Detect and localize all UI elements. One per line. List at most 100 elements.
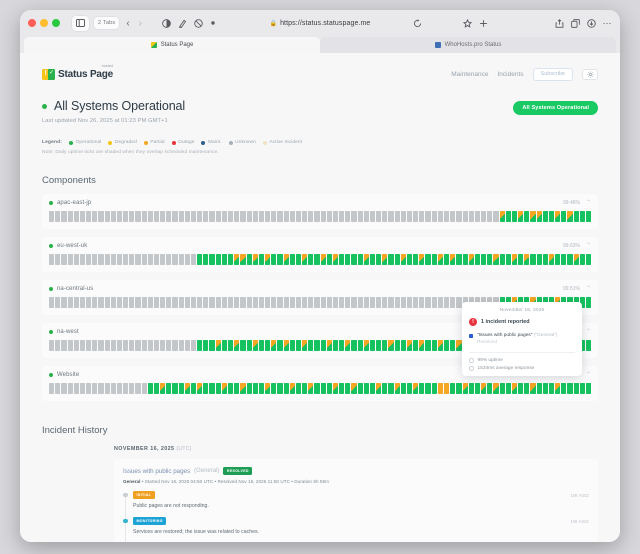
- uptime-tick[interactable]: [345, 297, 351, 308]
- uptime-tick[interactable]: [431, 383, 437, 394]
- uptime-tick[interactable]: [234, 340, 240, 351]
- uptime-tick[interactable]: [314, 383, 320, 394]
- uptime-tick[interactable]: [573, 211, 579, 222]
- uptime-tick[interactable]: [456, 383, 462, 394]
- uptime-tick[interactable]: [289, 211, 295, 222]
- uptime-tick[interactable]: [203, 254, 209, 265]
- uptime-tick[interactable]: [61, 340, 67, 351]
- uptime-tick[interactable]: [271, 254, 277, 265]
- uptime-tick[interactable]: [135, 211, 141, 222]
- uptime-tick[interactable]: [79, 211, 86, 222]
- uptime-tick[interactable]: [79, 254, 86, 265]
- uptime-tick[interactable]: [357, 297, 363, 308]
- uptime-tick[interactable]: [425, 340, 431, 351]
- uptime-tick[interactable]: [302, 211, 308, 222]
- uptime-tick[interactable]: [487, 211, 493, 222]
- uptime-tick[interactable]: [376, 254, 382, 265]
- uptime-tick[interactable]: [400, 297, 406, 308]
- uptime-tick[interactable]: [123, 254, 129, 265]
- uptime-tick[interactable]: [431, 297, 437, 308]
- uptime-tick[interactable]: [116, 211, 123, 222]
- uptime-tick[interactable]: [561, 254, 567, 265]
- uptime-tick[interactable]: [234, 297, 240, 308]
- uptime-tick[interactable]: [178, 340, 184, 351]
- uptime-tick[interactable]: [406, 297, 413, 308]
- uptime-tick[interactable]: [258, 383, 265, 394]
- uptime-tick[interactable]: [413, 211, 419, 222]
- uptime-tick[interactable]: [431, 340, 437, 351]
- uptime-tick[interactable]: [98, 297, 104, 308]
- uptime-tick[interactable]: [585, 211, 592, 222]
- uptime-tick[interactable]: [394, 383, 400, 394]
- uptime-tick[interactable]: [221, 211, 227, 222]
- uptime-tick[interactable]: [203, 297, 209, 308]
- uptime-tick[interactable]: [351, 297, 357, 308]
- uptime-tick[interactable]: [376, 211, 382, 222]
- uptime-tick[interactable]: [369, 254, 376, 265]
- uptime-tick[interactable]: [320, 297, 326, 308]
- uptime-tick[interactable]: [419, 340, 425, 351]
- uptime-tick[interactable]: [499, 254, 505, 265]
- uptime-tick[interactable]: [129, 340, 135, 351]
- uptime-tick[interactable]: [252, 254, 258, 265]
- uptime-tick[interactable]: [61, 211, 67, 222]
- uptime-tick[interactable]: [505, 211, 511, 222]
- uptime-tick[interactable]: [184, 211, 190, 222]
- uptime-tick[interactable]: [400, 254, 406, 265]
- uptime-tick[interactable]: [351, 340, 357, 351]
- uptime-tick[interactable]: [524, 254, 530, 265]
- uptime-tick[interactable]: [49, 383, 55, 394]
- uptime-tick[interactable]: [283, 254, 289, 265]
- uptime-tick[interactable]: [376, 383, 382, 394]
- uptime-tick[interactable]: [351, 211, 357, 222]
- uptime-tick[interactable]: [388, 297, 394, 308]
- uptime-tick[interactable]: [326, 383, 332, 394]
- uptime-tick[interactable]: [252, 340, 258, 351]
- uptime-tick[interactable]: [141, 297, 147, 308]
- uptime-tick[interactable]: [437, 297, 443, 308]
- uptime-tick[interactable]: [73, 254, 79, 265]
- close-window-button[interactable]: [28, 19, 36, 27]
- uptime-tick[interactable]: [431, 254, 437, 265]
- uptime-tick[interactable]: [265, 211, 271, 222]
- uptime-tick[interactable]: [98, 340, 104, 351]
- uptime-tick[interactable]: [172, 297, 178, 308]
- back-button[interactable]: ‹: [126, 17, 130, 29]
- uptime-tick[interactable]: [542, 211, 548, 222]
- uptime-tick[interactable]: [518, 254, 524, 265]
- uptime-tick[interactable]: [215, 254, 221, 265]
- uptime-tick[interactable]: [357, 211, 363, 222]
- uptime-tick[interactable]: [98, 211, 104, 222]
- uptime-tick[interactable]: [437, 211, 443, 222]
- uptime-tick[interactable]: [363, 254, 369, 265]
- uptime-tick[interactable]: [153, 383, 160, 394]
- uptime-tick[interactable]: [160, 340, 166, 351]
- tab-count-label[interactable]: 2 Tabs: [94, 17, 120, 29]
- sidebar-toggle-icon[interactable]: [72, 15, 89, 31]
- uptime-tick[interactable]: [123, 383, 129, 394]
- uptime-tick[interactable]: [227, 211, 234, 222]
- uptime-tick[interactable]: [542, 383, 548, 394]
- component-row[interactable]: eu-west-uk 99.63% ⌃: [42, 237, 598, 272]
- uptime-tick[interactable]: [197, 297, 203, 308]
- uptime-tick[interactable]: [110, 211, 116, 222]
- uptime-tick[interactable]: [265, 383, 271, 394]
- uptime-tick[interactable]: [511, 211, 518, 222]
- uptime-tick[interactable]: [86, 211, 92, 222]
- uptime-tick[interactable]: [351, 383, 357, 394]
- uptime-tick[interactable]: [49, 254, 55, 265]
- uptime-tick[interactable]: [369, 340, 376, 351]
- uptime-tick[interactable]: [320, 254, 326, 265]
- uptime-tick[interactable]: [215, 340, 221, 351]
- uptime-tick[interactable]: [55, 254, 61, 265]
- uptime-tick[interactable]: [388, 254, 394, 265]
- uptime-tick[interactable]: [456, 254, 462, 265]
- uptime-tick[interactable]: [363, 297, 369, 308]
- uptime-tick[interactable]: [147, 383, 153, 394]
- uptime-tick[interactable]: [345, 383, 351, 394]
- uptime-tick[interactable]: [92, 211, 98, 222]
- uptime-tick[interactable]: [542, 254, 548, 265]
- uptime-tick[interactable]: [555, 211, 561, 222]
- uptime-tick[interactable]: [505, 254, 511, 265]
- uptime-tick[interactable]: [160, 383, 166, 394]
